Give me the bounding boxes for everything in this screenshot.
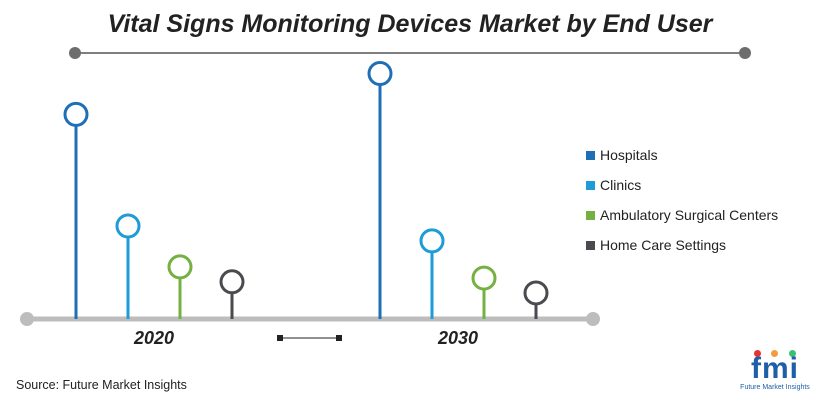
legend-item: Home Care Settings (586, 230, 778, 260)
legend-label: Hospitals (600, 147, 658, 163)
logo-dot-red (754, 350, 761, 357)
lollipop-head-2030-3 (523, 280, 549, 306)
legend-label: Ambulatory Surgical Centers (600, 207, 779, 223)
year-connector-end-left (277, 335, 283, 341)
source-note: Source: Future Market Insights (16, 378, 187, 392)
title-rule-dot-right (739, 47, 751, 59)
logo-subtitle: Future Market Insights (740, 384, 810, 391)
legend-swatch (586, 180, 595, 190)
lollipop-head-2030-1 (419, 228, 445, 254)
title-rule-dot-left (69, 47, 81, 59)
fmi-logo: fmi Future Market Insights (740, 350, 810, 399)
lollipop-head-2020-2 (167, 254, 193, 280)
lollipop-head-2030-0 (367, 60, 393, 86)
lollipop-head-2020-0 (63, 101, 89, 127)
logo-dot-orange (771, 350, 778, 357)
chart-legend: Hospitals Clinics Ambulatory Surgical Cent… (586, 140, 778, 260)
x-tick-label-2030: 2030 (437, 328, 478, 348)
legend-swatch (586, 150, 595, 160)
logo-dot-green (789, 350, 796, 357)
legend-swatch (586, 210, 595, 220)
legend-label: Home Care Settings (600, 237, 727, 253)
logo-text: fmi (751, 352, 799, 385)
legend-item: Clinics (586, 170, 778, 200)
legend-item: Ambulatory Surgical Centers (586, 200, 778, 230)
x-axis-end-left (20, 312, 34, 326)
legend-item: Hospitals (586, 140, 778, 170)
x-tick-label-2020: 2020 (133, 328, 174, 348)
lollipop-head-2020-3 (219, 269, 245, 295)
lollipop-head-2030-2 (471, 265, 497, 291)
x-axis-end-right (586, 312, 600, 326)
legend-label: Clinics (600, 177, 642, 193)
chart-title: Vital Signs Monitoring Devices Market by… (107, 10, 713, 38)
lollipop-head-2020-1 (115, 213, 141, 239)
legend-swatch (586, 240, 595, 250)
year-connector-end-right (336, 335, 342, 341)
